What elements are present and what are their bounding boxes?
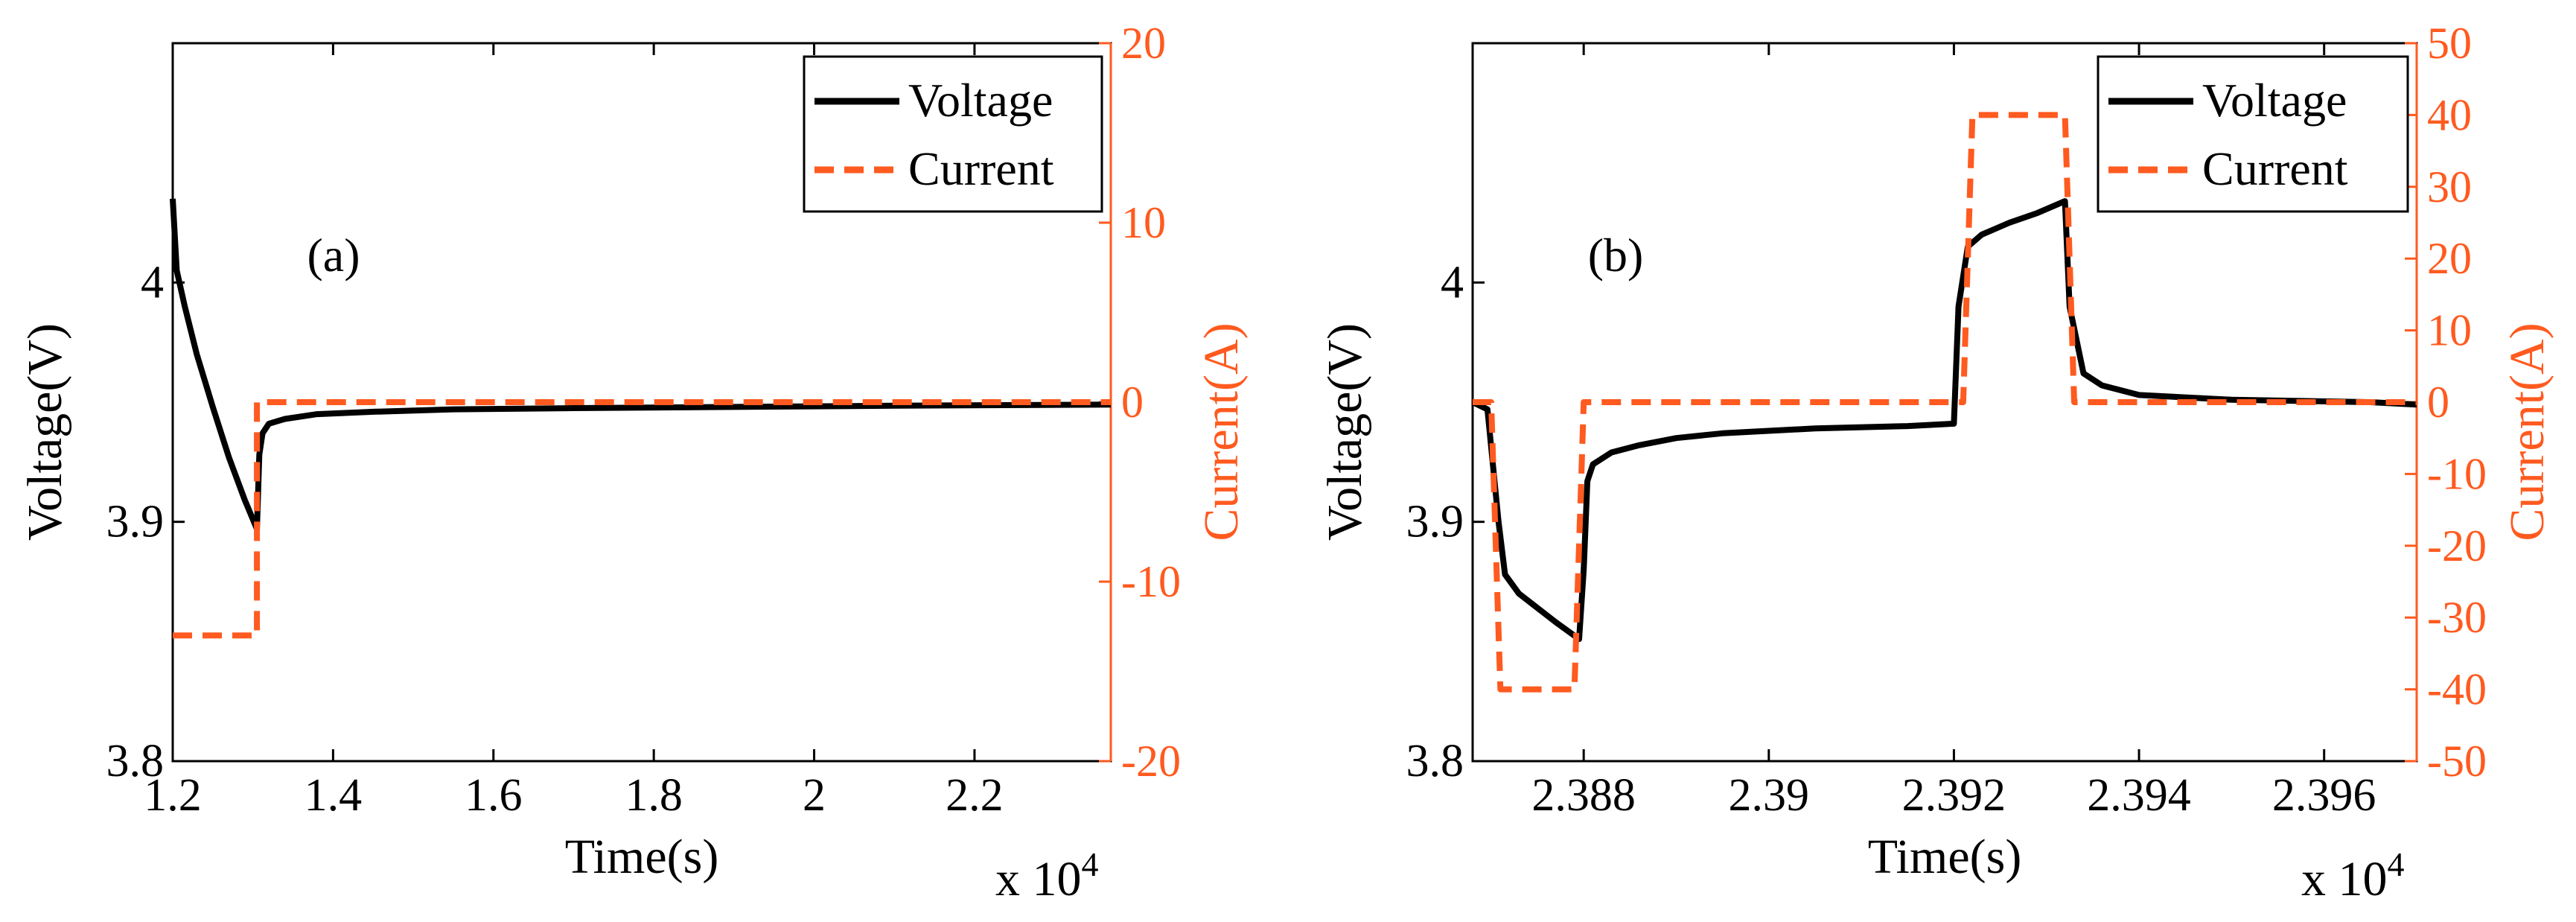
y-right-tick-label: 20 [2427,234,2472,283]
y-right-axis-title: Current(A) [1194,322,1249,541]
y-right-tick-label: -50 [2427,737,2487,786]
y-left-axis-title: Voltage(V) [18,323,72,541]
legend: Voltage Current [803,55,1103,213]
series-lines [1471,112,2417,693]
legend-label-voltage: Voltage [2202,74,2347,127]
legend-label-current: Current [908,142,1054,195]
series-line-voltage [1471,198,2417,643]
y-left-tick-labels: 3.8 3.9 4 [1406,257,1464,786]
y-right-tick-label: 10 [1121,198,1166,247]
y-left-tick-label: 3.9 [106,497,165,547]
y-left-axis-title: Voltage(V) [1318,323,1372,541]
y-right-tick-label: 0 [2427,378,2449,427]
y-left-tick-label: 3.9 [1406,497,1464,547]
legend-box [2097,55,2409,213]
x-tick-label: 2.39 [1729,770,1810,821]
x-multiplier-exponent: 4 [1082,845,1099,883]
y-left-tick-labels: 3.8 3.9 4 [106,257,165,786]
legend-box [803,55,1103,213]
x-multiplier-base: x 10 [995,852,1082,906]
y-right-axis-title: Current(A) [2500,322,2554,541]
x-multiplier-base: x 10 [2301,852,2388,906]
x-multiplier-exponent: 4 [2388,845,2405,883]
x-tick-labels: 2.388 2.39 2.392 2.394 2.396 [1531,770,2376,821]
series-line-current [1473,112,2417,693]
x-multiplier-label: x 104 [2301,845,2405,906]
x-tick-label: 2.392 [1902,770,2006,821]
x-tick-label: 1.4 [305,770,363,821]
y-right-tick-label: 10 [2427,306,2472,355]
y-left-tick-label: 3.8 [1406,736,1464,786]
legend-label-current: Current [2202,142,2348,195]
x-tick-label: 2.396 [2272,770,2376,821]
y-right-tick-label: -20 [2427,521,2487,570]
y-right-tick-label: -10 [2427,449,2487,498]
y-left-tick-label: 3.8 [106,736,165,786]
legend-label-voltage: Voltage [908,74,1053,127]
y-right-tick-label: -10 [1121,557,1181,606]
x-tick-label: 1.6 [465,770,523,821]
y-right-tick-label: 40 [2427,90,2472,139]
x-tick-label: 1.8 [625,770,683,821]
y-right-tick-label: 20 [1121,19,1166,68]
y-left-tick-label: 4 [1441,257,1464,308]
x-tick-label: 2 [803,770,826,821]
chart-panel-a: 1.2 1.4 1.6 1.8 2 2.2 3.8 3.9 4 -20 -10 0 10 20 Tim… [18,19,1249,906]
legend: Voltage Current [2097,55,2409,213]
y-right-tick-labels: -20 -10 0 10 20 [1121,19,1181,786]
y-left-tick-label: 4 [141,257,164,308]
series-lines [170,198,1112,639]
y-right-tick-label: 30 [2427,162,2472,212]
x-tick-label: 2.394 [2087,770,2191,821]
series-line-current [173,399,1111,639]
y-right-tick-label: -30 [2427,593,2487,642]
panel-label: (b) [1588,229,1644,282]
x-tick-label: 2.2 [946,770,1004,821]
x-axis-title: Time(s) [1868,830,2022,884]
panel-label: (a) [307,229,360,282]
x-tick-labels: 1.2 1.4 1.6 1.8 2 2.2 [144,770,1003,821]
y-right-tick-label: -20 [1121,737,1181,786]
x-tick-label: 2.388 [1531,770,1636,821]
y-right-tick-labels: -50 -40 -30 -20 -10 0 10 20 30 40 50 [2427,19,2487,786]
chart-panel-b: 2.388 2.39 2.392 2.394 2.396 3.83.94 -50-40-… [1318,19,2554,906]
y-right-tick-label: 50 [2427,19,2472,68]
y-right-tick-label: 0 [1121,378,1144,427]
x-tick-label: 1.2 [144,770,202,821]
x-axis-title: Time(s) [565,830,719,884]
x-multiplier-label: x 104 [995,845,1099,906]
y-right-tick-label: -40 [2427,665,2487,714]
series-line-voltage [170,198,1112,532]
